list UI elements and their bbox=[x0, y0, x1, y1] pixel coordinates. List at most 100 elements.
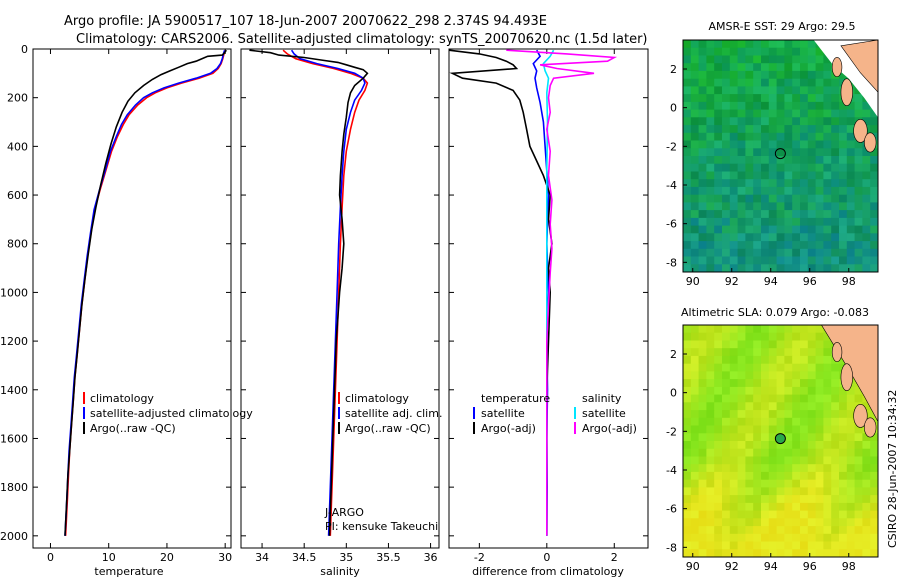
map-cell bbox=[862, 456, 871, 465]
map-cell bbox=[729, 371, 739, 380]
map-cell bbox=[784, 156, 793, 165]
map-cell bbox=[706, 148, 715, 157]
map-cell bbox=[690, 325, 700, 334]
map-cell bbox=[698, 179, 707, 188]
map-cell bbox=[807, 163, 817, 172]
map-cell bbox=[776, 63, 785, 72]
map-cell bbox=[807, 533, 817, 543]
map-cell bbox=[846, 241, 856, 250]
map-cell bbox=[823, 94, 832, 103]
map-cell bbox=[698, 210, 707, 219]
map-cell bbox=[722, 248, 731, 258]
x-tick-label: -2 bbox=[474, 551, 485, 564]
map-cell bbox=[690, 225, 700, 234]
map-cell bbox=[753, 464, 762, 473]
map-cell bbox=[714, 241, 723, 250]
map-cell bbox=[776, 456, 785, 465]
map-cell bbox=[800, 394, 809, 403]
map-cell bbox=[761, 394, 770, 403]
map-cell bbox=[737, 63, 746, 72]
map-cell bbox=[714, 186, 723, 196]
map-cell bbox=[839, 464, 848, 473]
pi-label: PI: kensuke Takeuchi bbox=[325, 520, 438, 533]
map-cell bbox=[690, 94, 700, 103]
map-island bbox=[831, 342, 843, 363]
map-island bbox=[853, 118, 868, 143]
map-cell bbox=[683, 248, 692, 258]
map-cell bbox=[839, 140, 848, 149]
map-cell bbox=[761, 210, 770, 219]
map-cell bbox=[839, 502, 848, 512]
x-tick-label: 35.5 bbox=[376, 551, 401, 564]
map-cell bbox=[839, 526, 848, 535]
map-cell bbox=[753, 125, 762, 134]
map-cell bbox=[714, 78, 723, 87]
map-cell bbox=[706, 63, 715, 72]
map-cell bbox=[823, 264, 832, 272]
map-cell bbox=[768, 448, 778, 457]
map-cell bbox=[823, 186, 832, 196]
x-tick-label: 2 bbox=[611, 551, 618, 564]
map-cell bbox=[706, 241, 715, 250]
map-cell bbox=[753, 117, 762, 126]
map-cell bbox=[862, 194, 871, 203]
map-cell bbox=[768, 125, 778, 134]
map-cell bbox=[768, 526, 778, 535]
map-cell bbox=[784, 94, 793, 103]
map-cell bbox=[807, 464, 817, 473]
map-cell bbox=[792, 526, 801, 535]
map-cell bbox=[807, 109, 817, 118]
map-cell bbox=[807, 417, 817, 427]
map-cell bbox=[776, 256, 785, 265]
map-cell bbox=[776, 526, 785, 535]
map-cell bbox=[683, 241, 692, 250]
map-cell bbox=[690, 217, 700, 227]
map-cell bbox=[706, 340, 715, 349]
map-cell bbox=[698, 70, 707, 80]
map-cell bbox=[831, 86, 840, 95]
map-cell bbox=[870, 202, 878, 211]
map-cell bbox=[745, 332, 754, 341]
map-cell bbox=[706, 132, 715, 142]
map-cell bbox=[800, 248, 809, 258]
map-cell bbox=[745, 518, 754, 527]
map-cell bbox=[768, 241, 778, 250]
map-cell bbox=[745, 148, 754, 157]
map-cell bbox=[714, 117, 723, 126]
map-cell bbox=[683, 417, 692, 427]
map-cell bbox=[745, 549, 754, 557]
map-cell bbox=[729, 163, 739, 172]
map-cell bbox=[737, 325, 746, 334]
map-cell bbox=[722, 202, 731, 211]
map-cell bbox=[761, 479, 770, 488]
map-cell bbox=[768, 456, 778, 465]
map-cell bbox=[784, 479, 793, 488]
map-island bbox=[853, 403, 868, 428]
map-cell bbox=[784, 241, 793, 250]
map-cell bbox=[831, 371, 840, 380]
map-cell bbox=[737, 510, 746, 519]
map-cell bbox=[690, 510, 700, 519]
map-cell bbox=[839, 510, 848, 519]
x-tick-label: 20 bbox=[160, 551, 174, 564]
map-cell bbox=[831, 248, 840, 258]
map-cell bbox=[737, 502, 746, 512]
temperature-legend: climatology satellite-adjusted climatolo… bbox=[83, 392, 253, 435]
map-cell bbox=[800, 448, 809, 457]
map-cell bbox=[761, 417, 770, 427]
map-island bbox=[864, 417, 877, 438]
map-cell bbox=[815, 332, 824, 341]
map-cell bbox=[683, 433, 692, 442]
map-cell bbox=[800, 40, 809, 49]
map-cell bbox=[862, 156, 871, 165]
map-cell bbox=[784, 163, 793, 172]
map-cell bbox=[815, 156, 824, 165]
map-cell bbox=[690, 371, 700, 380]
map-cell bbox=[815, 386, 824, 396]
map-cell bbox=[753, 210, 762, 219]
x-tick-label: 0 bbox=[47, 551, 54, 564]
map-cell bbox=[714, 55, 723, 64]
map-cell bbox=[753, 371, 762, 380]
map-cell bbox=[745, 217, 754, 227]
map-cell bbox=[839, 233, 848, 242]
